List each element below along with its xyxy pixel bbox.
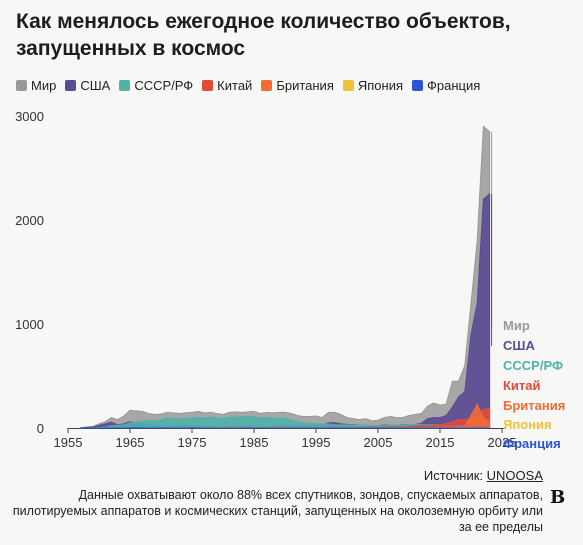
series-end-label: США (503, 338, 535, 353)
y-tick-label: 2000 (15, 213, 44, 228)
y-tick-label: 1000 (15, 317, 44, 332)
series-area-2 (79, 416, 491, 429)
series-end-label: Япония (503, 417, 552, 432)
legend-swatch-france (412, 80, 423, 91)
legend-label-japan: Япония (357, 78, 403, 93)
y-tick-label: 3000 (15, 109, 44, 124)
legend-label-china: Китай (217, 78, 253, 93)
legend-swatch-japan (342, 80, 354, 91)
legend-label-world: Мир (31, 78, 57, 93)
source-line: Источник: UNOOSA (424, 468, 543, 483)
legend-label-france: Франция (427, 78, 481, 93)
legend-item-world: Мир (16, 78, 56, 93)
series-end-label: СССР/РФ (503, 358, 563, 373)
legend-label-uk: Британия (276, 78, 334, 93)
series-end-label: Китай (503, 378, 541, 393)
legend-swatch-uk (261, 80, 273, 91)
legend-swatch-world (16, 80, 27, 91)
x-tick-label: 1975 (178, 435, 207, 450)
series-end-label: Британия (503, 398, 565, 413)
legend-item-uk: Британия (261, 78, 334, 93)
x-tick-label: 1955 (54, 435, 83, 450)
chart-title: Как менялось ежегодное количество объект… (16, 10, 511, 60)
legend-swatch-usa (65, 80, 77, 91)
series-area-0 (79, 125, 491, 429)
x-tick-label: 1985 (240, 435, 269, 450)
x-tick-label: 2005 (364, 435, 393, 450)
legend-label-ussr: СССР/РФ (134, 78, 194, 93)
series-end-label: Мир (503, 318, 530, 333)
chart-plot: 0 1000 2000 3000 1955 1965 1975 1985 1995 2005 201… (15, 109, 565, 450)
y-tick-label: 0 (37, 421, 44, 436)
x-tick-label: 1965 (116, 435, 145, 450)
logo: B (550, 487, 566, 508)
legend-item-japan: Япония (342, 78, 403, 93)
legend-swatch-china (202, 80, 214, 91)
source-label: Источник: (423, 468, 484, 483)
source-link[interactable]: UNOOSA (486, 468, 543, 483)
legend-item-china: Китай (202, 78, 252, 93)
x-tick-label: 2015 (426, 435, 455, 450)
legend-item-france: Франция (412, 78, 480, 93)
legend-item-usa: США (65, 78, 110, 93)
series-end-label: Франция (503, 436, 561, 450)
x-tick-label: 1995 (302, 435, 331, 450)
legend-swatch-ussr (119, 80, 131, 91)
x-tick-label: 2025 (488, 435, 517, 450)
legend-item-ussr: СССР/РФ (119, 78, 193, 93)
series-area-1 (80, 192, 491, 429)
footnote: Данные охватывают около 88% всех спутник… (12, 488, 543, 534)
chart-legend: Мир США СССР/РФ Китай Британия Япония Фр… (16, 78, 489, 93)
legend-label-usa: США (80, 78, 111, 93)
